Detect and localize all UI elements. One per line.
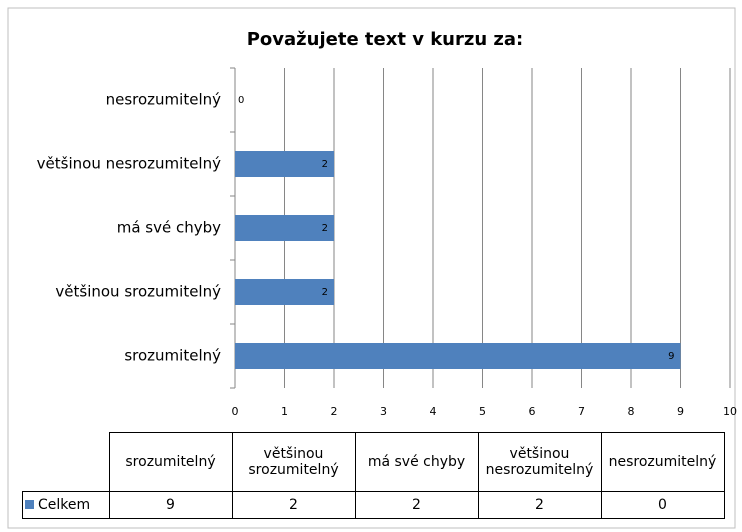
x-tick-label: 6 (529, 405, 536, 418)
y-tick-label: většinou nesrozumitelný (37, 155, 221, 173)
x-tick-label: 1 (281, 405, 288, 418)
y-tick-label: má své chyby (117, 219, 221, 237)
blank-cell (22, 432, 110, 492)
x-tick-label: 2 (331, 405, 338, 418)
x-tick-label: 9 (677, 405, 684, 418)
table-value: 2 (231, 491, 356, 519)
table-header: nesrozumitelný (600, 432, 725, 492)
x-tick-label: 8 (628, 405, 635, 418)
table-value: 0 (600, 491, 725, 519)
table-header: většinou nesrozumitelný (477, 432, 602, 492)
y-tick-label: nesrozumitelný (106, 91, 222, 109)
bar (235, 151, 334, 177)
legend-cell: Celkem (22, 491, 110, 519)
table-header: srozumitelný (108, 432, 233, 492)
x-tick-label: 7 (578, 405, 585, 418)
table-header: většinou srozumitelný (231, 432, 356, 492)
bar (235, 279, 334, 305)
table-value: 2 (354, 491, 479, 519)
x-tick-label: 0 (232, 405, 239, 418)
data-table: srozumitelný většinou srozumitelný má své … (22, 432, 725, 519)
x-tick-label: 5 (479, 405, 486, 418)
data-label: 9 (668, 351, 674, 362)
data-label: 2 (322, 159, 328, 170)
legend-label: Celkem (38, 497, 91, 513)
data-label: 2 (322, 223, 328, 234)
x-tick-label: 3 (380, 405, 387, 418)
table-header: má své chyby (354, 432, 479, 492)
chart-title: Považujete text v kurzu za: (247, 29, 524, 50)
y-tick-label: většinou srozumitelný (55, 283, 221, 301)
table-value: 9 (108, 491, 233, 519)
x-tick-label: 4 (430, 405, 437, 418)
table-value: 2 (477, 491, 602, 519)
x-tick-label: 10 (723, 405, 737, 418)
bar (235, 215, 334, 241)
legend-swatch (25, 500, 34, 509)
y-tick-label: srozumitelný (124, 347, 221, 365)
data-label: 0 (238, 95, 244, 106)
data-label: 2 (322, 287, 328, 298)
bar (235, 343, 681, 369)
